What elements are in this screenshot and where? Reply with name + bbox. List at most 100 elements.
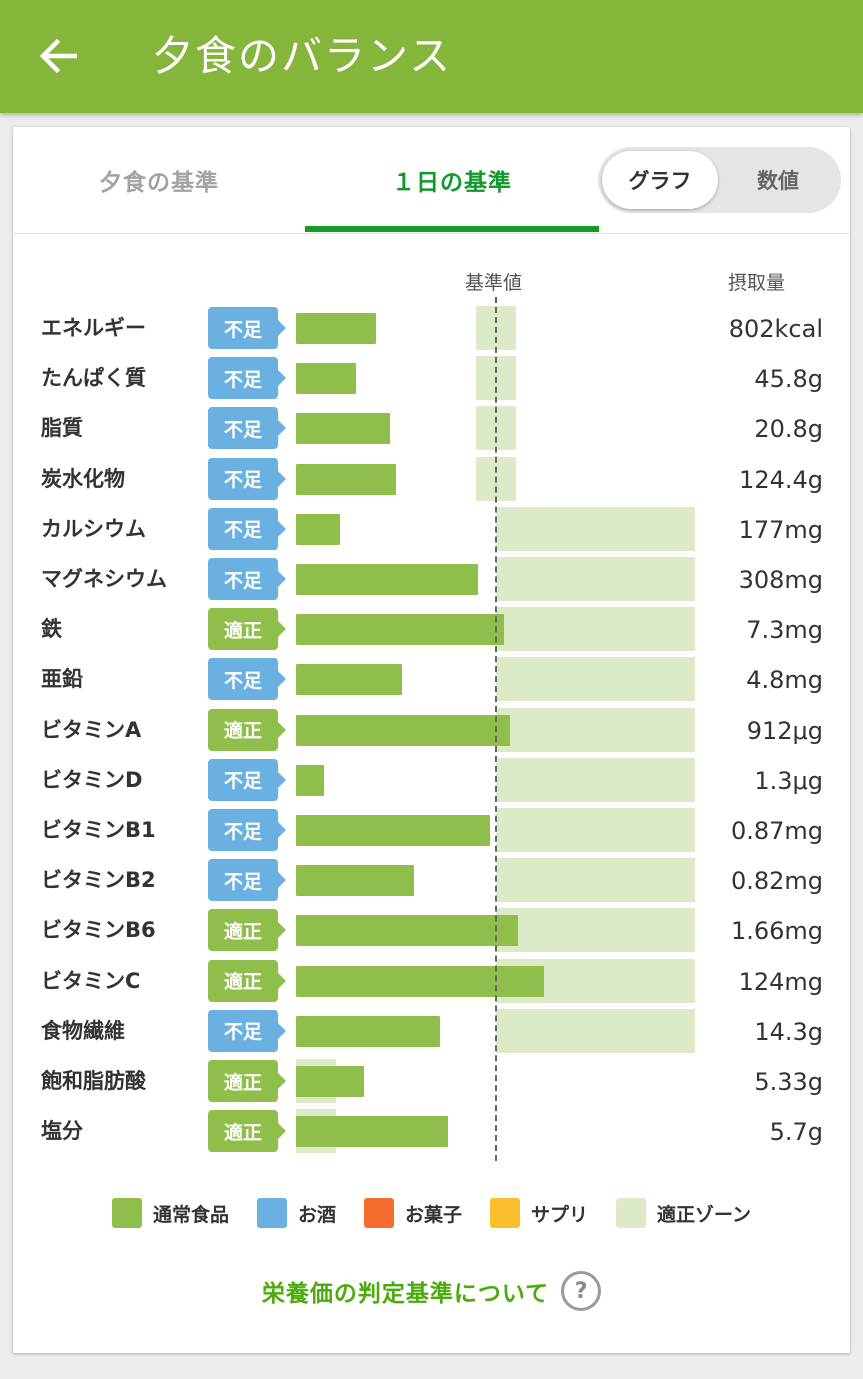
status-badge: 不足: [208, 758, 286, 801]
intake-value: 14.3g: [754, 1017, 823, 1046]
nutrient-label: 塩分: [41, 1119, 83, 1144]
toggle-numeric[interactable]: 数値: [757, 169, 799, 193]
intake-bar: [296, 513, 340, 545]
nutrient-label: 亜鉛: [41, 667, 83, 692]
intake-value: 308mg: [738, 566, 823, 594]
arrow-left-icon: [39, 39, 77, 73]
nutrient-label: カルシウム: [41, 516, 146, 541]
legend-item: お菓子: [363, 1198, 462, 1228]
intake-bar: [296, 764, 324, 796]
intake-value: 5.33g: [754, 1068, 823, 1096]
status-badge: 不足: [208, 357, 286, 400]
legend-swatch: [616, 1198, 646, 1228]
optimal-zone: [496, 908, 695, 953]
intake-bar: [296, 463, 396, 495]
intake-bar: [296, 714, 510, 746]
status-badge: 不足: [208, 457, 286, 500]
optimal-zone: [496, 707, 695, 752]
back-button[interactable]: [28, 26, 88, 86]
legend-label: 通常食品: [152, 1203, 229, 1226]
status-badge: 適正: [208, 1060, 286, 1102]
legend-item: お酒: [256, 1198, 336, 1228]
nutrient-label: 炭水化物: [41, 466, 125, 491]
intake-bar: [296, 965, 544, 997]
reference-header: 基準値: [465, 272, 523, 294]
intake-header: 摂取量: [728, 272, 786, 294]
view-toggle: グラフ 数値: [598, 147, 841, 213]
status-badge: 不足: [208, 307, 286, 349]
status-badge: 適正: [208, 909, 286, 952]
criteria-link[interactable]: 栄養価の判定基準について ?: [13, 1271, 850, 1311]
intake-value: 45.8g: [754, 365, 823, 394]
optimal-zone: [496, 1008, 695, 1053]
legend-item: サプリ: [489, 1198, 588, 1228]
nutrient-label: たんぱく質: [41, 366, 146, 391]
intake-value: 124.4g: [739, 465, 823, 494]
tab-indicator: [305, 226, 599, 232]
optimal-zone: [496, 557, 695, 601]
intake-value: 177mg: [738, 515, 823, 544]
status-badge: 不足: [208, 658, 286, 701]
help-icon[interactable]: ?: [561, 1271, 602, 1311]
nutrient-label: ビタミンB1: [41, 818, 156, 842]
balance-card: 夕食の基準 １日の基準 グラフ 数値 基準値 摂取量 エネルギー 不足 802kca…: [13, 127, 850, 1353]
intake-value: 1.3μg: [754, 766, 823, 795]
nutrient-label: 食物繊維: [41, 1018, 125, 1043]
intake-bar: [296, 664, 402, 696]
status-badge: 不足: [208, 407, 286, 450]
intake-bar: [296, 564, 478, 595]
legend-label: お酒: [297, 1203, 336, 1226]
intake-value: 912μg: [746, 716, 823, 745]
nutrient-label: ビタミンA: [41, 717, 142, 742]
nutrient-label: 飽和脂肪酸: [41, 1069, 146, 1093]
status-badge: 不足: [208, 558, 286, 600]
toggle-graph[interactable]: グラフ: [602, 151, 718, 209]
intake-value: 0.82mg: [730, 867, 823, 896]
nutrient-label: ビタミンD: [41, 767, 143, 792]
intake-bar: [296, 865, 414, 897]
intake-bar: [296, 1116, 448, 1148]
intake-value: 5.7g: [769, 1118, 823, 1147]
legend-swatch: [363, 1198, 394, 1228]
intake-value: 124mg: [738, 967, 823, 996]
intake-value: 802kcal: [728, 315, 823, 343]
intake-bar: [296, 1015, 440, 1047]
legend-swatch: [256, 1198, 287, 1228]
intake-value: 4.8mg: [746, 666, 823, 695]
status-badge: 適正: [208, 708, 286, 751]
legend-label: 適正ゾーン: [657, 1203, 752, 1226]
intake-bar: [296, 1066, 364, 1097]
legend-item: 適正ゾーン: [616, 1198, 751, 1228]
intake-value: 1.66mg: [730, 917, 823, 946]
status-badge: 不足: [208, 507, 286, 550]
criteria-link-label[interactable]: 栄養価の判定基準について: [261, 1281, 550, 1307]
intake-value: 7.3mg: [746, 616, 823, 645]
nutrient-label: 脂質: [41, 416, 83, 441]
nutrient-label: ビタミンB2: [41, 868, 156, 893]
app-bar: 夕食のバランス: [0, 0, 863, 113]
nutrient-label: 鉄: [41, 617, 62, 642]
status-badge: 不足: [208, 1009, 286, 1052]
tab-daily-standard[interactable]: １日の基準: [392, 170, 512, 196]
reference-line: [495, 297, 497, 1161]
optimal-zone: [496, 808, 695, 852]
optimal-zone: [496, 506, 695, 551]
intake-bar: [296, 363, 356, 395]
nutrient-chart: エネルギー 不足 802kcal たんぱく質 不足 45.8g 脂質 不足 20.8g 炭水化物不…: [13, 127, 850, 1353]
intake-bar: [296, 815, 490, 846]
legend-label: サプリ: [530, 1203, 588, 1226]
optimal-zone: [496, 757, 695, 802]
status-badge: 不足: [208, 859, 286, 902]
status-badge: 適正: [208, 959, 286, 1002]
intake-value: 20.8g: [754, 415, 823, 444]
legend-item: 通常食品: [111, 1198, 229, 1228]
optimal-zone: [496, 858, 695, 903]
nutrient-label: ビタミンB6: [41, 918, 156, 943]
intake-bar: [296, 413, 390, 445]
intake-value: 0.87mg: [730, 817, 823, 845]
legend-swatch: [489, 1198, 520, 1228]
status-badge: 適正: [208, 608, 286, 651]
optimal-zone: [496, 657, 695, 702]
intake-bar: [296, 915, 518, 947]
tab-dinner-standard[interactable]: 夕食の基準: [99, 170, 219, 196]
